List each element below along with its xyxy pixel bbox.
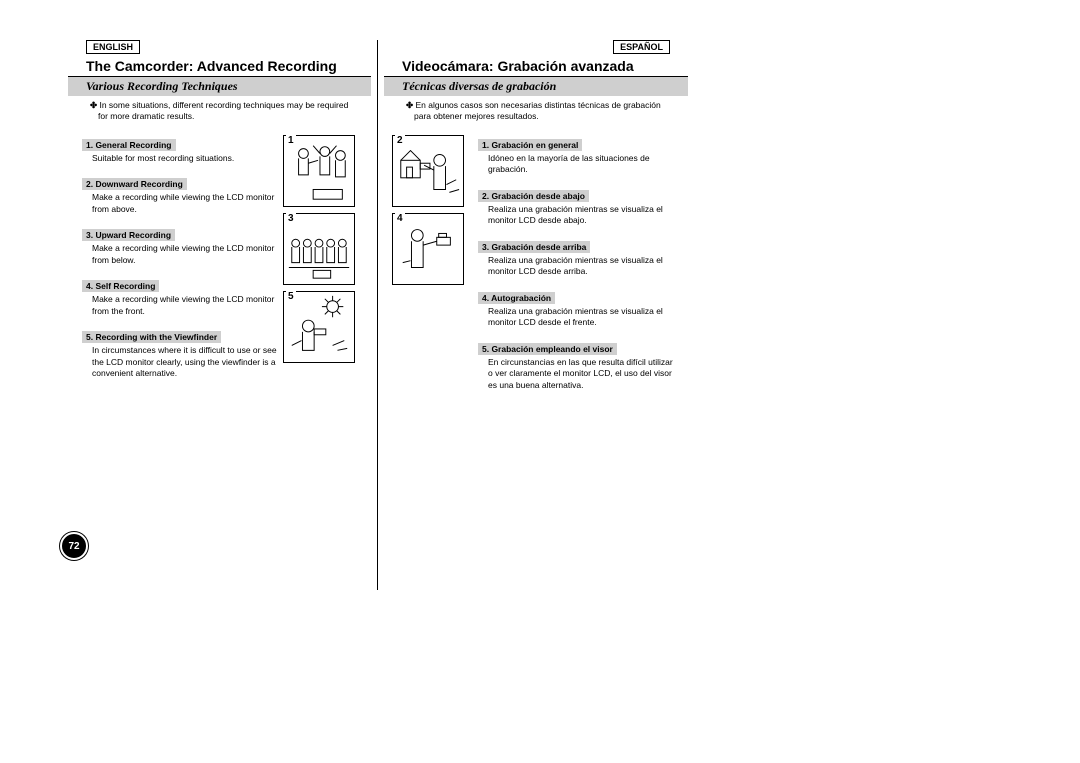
item-title: 3. Upward Recording <box>82 229 175 241</box>
item-title: 5. Recording with the Viewfinder <box>82 331 221 343</box>
left-column: ENGLISH The Camcorder: Advanced Recordin… <box>68 40 378 590</box>
chapter-title-en: The Camcorder: Advanced Recording <box>68 58 371 77</box>
item-title: 3. Grabación desde arriba <box>478 241 590 253</box>
figure-number: 3 <box>286 213 296 224</box>
item-desc: Realiza una grabación mientras se visual… <box>478 204 674 227</box>
chapter-title-es: Videocámara: Grabación avanzada <box>384 58 688 77</box>
section-title-en: Various Recording Techniques <box>68 77 371 96</box>
item-title: 1. Grabación en general <box>478 139 582 151</box>
item-desc: Realiza una grabación mientras se visual… <box>478 255 674 278</box>
figure-5: 5 <box>283 291 355 363</box>
item-desc: Make a recording while viewing the LCD m… <box>82 243 277 266</box>
manual-page: ENGLISH The Camcorder: Advanced Recordin… <box>68 40 688 590</box>
text-list-es: 1. Grabación en general Idóneo en la may… <box>478 129 674 401</box>
figure-column-left: 1 3 <box>283 129 363 390</box>
item-desc: Realiza una grabación mientras se visual… <box>478 306 674 329</box>
figure-number: 4 <box>395 213 405 224</box>
content-row-left: 1. General Recording Suitable for most r… <box>68 129 371 390</box>
figure-column-right: 2 4 <box>392 129 472 401</box>
figure-number: 5 <box>286 291 296 302</box>
content-row-right: 2 4 1. <box>384 129 688 401</box>
figure-1: 1 <box>283 135 355 207</box>
item-desc: In circumstances where it is difficult t… <box>82 345 277 379</box>
item-desc: Make a recording while viewing the LCD m… <box>82 192 277 215</box>
item-desc: Idóneo en la mayoría de las situaciones … <box>478 153 674 176</box>
text-list-en: 1. General Recording Suitable for most r… <box>82 129 277 390</box>
item-title: 4. Autograbación <box>478 292 555 304</box>
intro-en: In some situations, different recording … <box>68 96 371 129</box>
item-title: 2. Downward Recording <box>82 178 187 190</box>
figure-4: 4 <box>392 213 464 285</box>
item-title: 5. Grabación empleando el visor <box>478 343 617 355</box>
intro-es: En algunos casos son necesarias distinta… <box>384 96 688 129</box>
item-desc: Suitable for most recording situations. <box>82 153 277 164</box>
item-title: 1. General Recording <box>82 139 176 151</box>
lang-label-es: ESPAÑOL <box>613 40 670 54</box>
figure-number: 2 <box>395 135 405 146</box>
page-number-badge: 72 <box>60 532 88 560</box>
section-title-es: Técnicas diversas de grabación <box>384 77 688 96</box>
item-title: 2. Grabación desde abajo <box>478 190 589 202</box>
lang-label-en: ENGLISH <box>86 40 140 54</box>
figure-2: 2 <box>392 135 464 207</box>
item-title: 4. Self Recording <box>82 280 159 292</box>
figure-3: 3 <box>283 213 355 285</box>
item-desc: Make a recording while viewing the LCD m… <box>82 294 277 317</box>
item-desc: En circunstancias en las que resulta dif… <box>478 357 674 391</box>
figure-number: 1 <box>286 135 296 146</box>
right-column: ESPAÑOL Videocámara: Grabación avanzada … <box>378 40 688 590</box>
